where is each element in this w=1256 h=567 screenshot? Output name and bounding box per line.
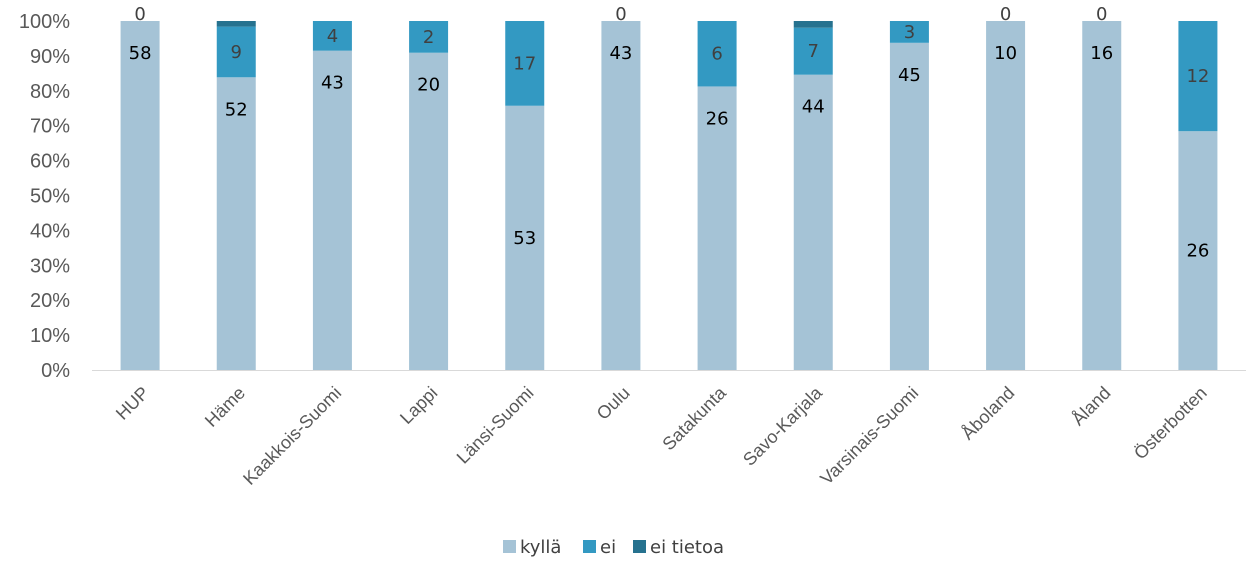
data-label: 6 [711,44,722,65]
data-label: 0 [1096,4,1107,25]
data-label: 2 [423,27,434,48]
bar-segment [793,21,833,28]
data-label: 58 [129,43,152,64]
bar-segment [889,42,929,370]
data-label: 43 [609,43,632,64]
bar-segment [1178,131,1218,370]
bar-segment [601,21,641,370]
bar-segment [697,21,737,87]
y-tick-label: 100% [19,11,70,33]
legend-swatch [633,540,646,553]
data-label: 12 [1186,66,1209,87]
x-tick-label: Kaakkois-Suomi [239,383,345,489]
bar-segment [1178,21,1218,132]
x-tick-label: Åboland [958,383,1019,444]
data-label: 0 [1000,4,1011,25]
data-label: 0 [615,4,626,25]
x-tick-label: Savo-Karjala [739,382,827,470]
x-tick-label: Oulu [593,383,634,424]
y-tick-label: 70% [30,116,70,138]
data-label: 7 [808,41,819,62]
bar-segment [216,77,256,371]
x-tick-label: HUP [112,383,153,424]
data-label: 17 [513,53,536,74]
x-tick-label: Satakunta [658,382,730,454]
legend-label: ei tietoa [650,537,724,558]
legend: kyllä ei ei tietoa [503,537,724,558]
x-tick-label: Länsi-Suomi [453,383,538,468]
data-label: 26 [1186,241,1209,262]
data-label: 3 [904,22,915,43]
data-label: 4 [327,26,338,47]
y-tick-label: 50% [30,186,70,208]
x-tick-label: Häme [201,383,249,431]
y-axis: 0% 10% 20% 30% 40% 50% 60% 70% 80% 90% 100% [19,11,70,382]
data-label: 10 [994,43,1017,64]
bar-segment [312,21,352,51]
y-tick-label: 30% [30,255,70,277]
bar-segment [409,52,449,371]
bar-segment [1082,21,1122,370]
data-labels: 58 0 52 9 43 4 20 2 53 17 43 0 26 6 44 7 45 3 10 0 16 0 26 12 [129,4,1210,262]
bar-segment [697,86,737,370]
y-tick-label: 80% [30,81,70,103]
bar-segment [216,21,256,27]
y-tick-label: 0% [41,360,70,382]
data-label: 43 [321,73,344,94]
bar-segment [409,21,449,53]
y-tick-label: 20% [30,290,70,312]
y-tick-label: 10% [30,325,70,347]
bar-segment [889,21,929,43]
legend-swatch [503,540,516,553]
x-tick-label: Åland [1068,383,1115,430]
bar-segment [505,21,545,106]
data-label: 20 [417,75,440,96]
data-label: 53 [513,228,536,249]
y-tick-label: 60% [30,151,70,173]
bar-segment [216,26,256,78]
x-tick-label: Varsinais-Suomi [816,383,922,489]
bar-segment [505,105,545,370]
data-label: 44 [802,97,825,118]
bar-segment [312,50,352,371]
bars [120,21,1218,371]
y-tick-label: 90% [30,46,70,68]
legend-label: kyllä [520,537,561,558]
bar-segment [793,74,833,370]
bar-segment [793,27,833,75]
data-label: 26 [706,108,729,129]
legend-label: ei [600,537,616,558]
x-tick-label: Österbotten [1130,383,1211,464]
bar-segment [986,21,1026,370]
y-tick-label: 40% [30,220,70,242]
data-label: 45 [898,65,921,86]
x-tick-label: Lappi [396,383,441,428]
data-label: 9 [231,42,242,63]
data-label: 16 [1090,43,1113,64]
bar-segment [120,21,160,370]
data-label: 0 [134,4,145,25]
data-label: 52 [225,99,248,120]
legend-swatch [583,540,596,553]
